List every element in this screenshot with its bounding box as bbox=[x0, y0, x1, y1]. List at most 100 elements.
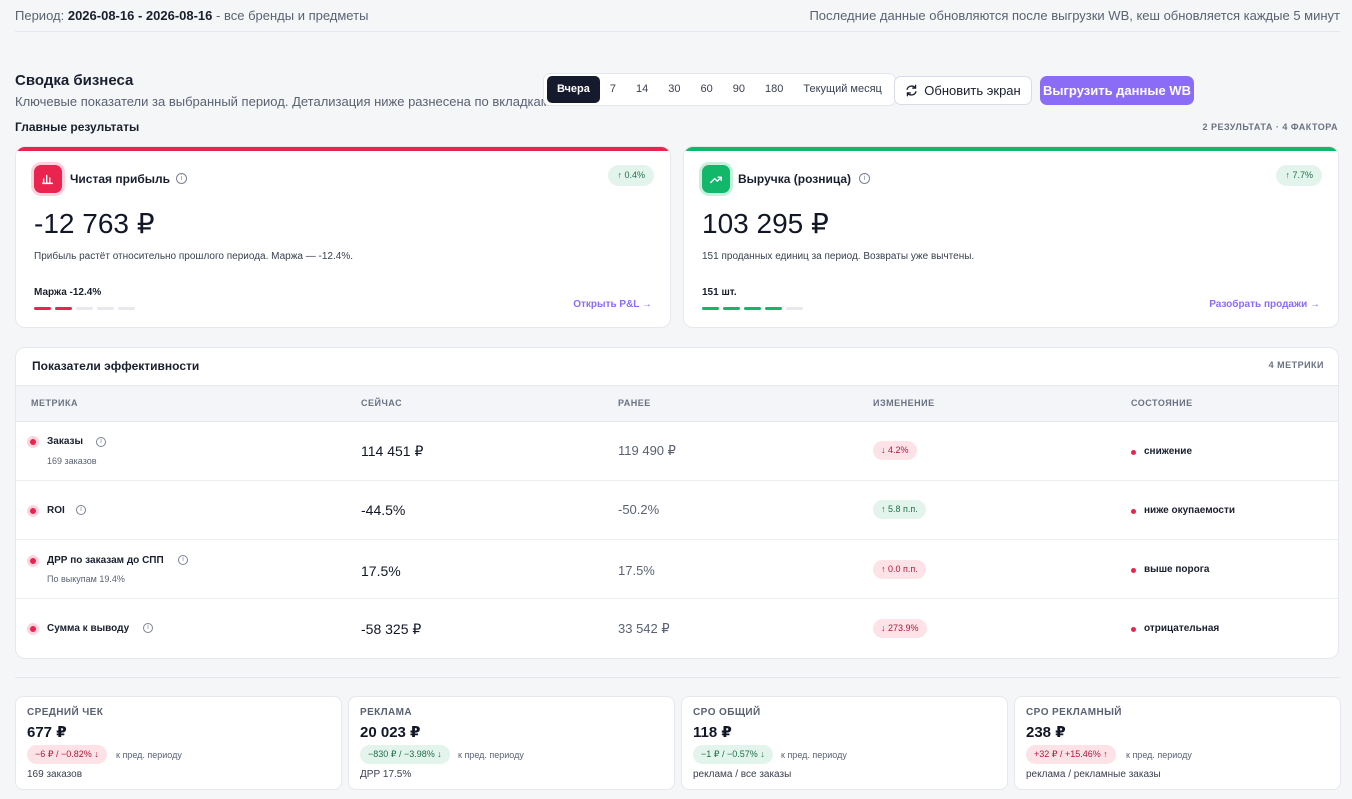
metric-card-foot: 169 заказов bbox=[27, 769, 82, 780]
period-option[interactable]: 180 bbox=[765, 83, 784, 95]
kpi-value: -12 763 ₽ bbox=[34, 208, 155, 239]
kpi-footnote: 151 шт. bbox=[702, 287, 737, 298]
period-option[interactable]: 14 bbox=[636, 83, 649, 95]
info-icon[interactable]: i bbox=[96, 437, 106, 447]
metric-card-cpo-ads: CPO РЕКЛАМНЫЙ 238 ₽ +32 ₽ / +15.46% ↑ к … bbox=[1014, 696, 1341, 790]
metric-prev: 17.5% bbox=[618, 563, 655, 578]
metric-name: Заказы bbox=[47, 436, 84, 447]
info-icon[interactable]: i bbox=[176, 173, 187, 184]
column-header: РАНЕЕ bbox=[618, 398, 651, 408]
status-dot bbox=[27, 555, 39, 567]
period-selector: Вчера 7 14 30 60 90 180 Текущий месяц bbox=[543, 73, 896, 106]
page-subtitle: Ключевые показатели за выбранный период.… bbox=[15, 94, 554, 109]
open-pl-link[interactable]: Открыть P&L → bbox=[573, 299, 652, 310]
status-dot bbox=[27, 623, 39, 635]
analyze-sales-link[interactable]: Разобрать продажи → bbox=[1209, 299, 1320, 310]
kpi-description: Прибыль растёт относительно прошлого пер… bbox=[34, 251, 353, 262]
kpi-title: Чистая прибыль bbox=[70, 172, 170, 186]
table-row: ROI i -44.5% -50.2% ↑ 5.8 п.п. ниже окуп… bbox=[16, 481, 1338, 540]
period-option[interactable]: 60 bbox=[700, 83, 713, 95]
efficiency-table: Показатели эффективности 4 МЕТРИКИ МЕТРИ… bbox=[15, 347, 1339, 659]
table-row: Заказы i 169 заказов 114 451 ₽ 119 490 ₽… bbox=[16, 422, 1338, 481]
metric-card-badge: −1 ₽ / −0.57% ↓ bbox=[693, 745, 773, 764]
period-scope: - все бренды и предметы bbox=[216, 8, 369, 23]
table-row: ДРР по заказам до СПП i По выкупам 19.4%… bbox=[16, 540, 1338, 599]
kpi-card-net-profit: Чистая прибыль i ↑ 0.4% -12 763 ₽ Прибыл… bbox=[15, 146, 671, 328]
progress-segment bbox=[34, 307, 51, 310]
metric-card-value: 20 023 ₽ bbox=[360, 724, 421, 741]
metric-card-foot: ДРР 17.5% bbox=[360, 769, 412, 780]
metric-card-cpo-total: CPO ОБЩИЙ 118 ₽ −1 ₽ / −0.57% ↓ к пред. … bbox=[681, 696, 1008, 790]
progress-segment bbox=[76, 307, 93, 310]
metric-card-value: 238 ₽ bbox=[1026, 724, 1066, 741]
metric-state: снижение bbox=[1130, 446, 1193, 457]
column-header: СОСТОЯНИЕ bbox=[1131, 398, 1193, 408]
kpi-card-revenue: Выручка (розница) i ↑ 7.7% 103 295 ₽ 151… bbox=[683, 146, 1339, 328]
table-row: Сумма к выводу i -58 325 ₽ 33 542 ₽ ↓ 27… bbox=[16, 599, 1338, 658]
metric-state: ниже окупаемости bbox=[1130, 505, 1236, 516]
export-wb-button[interactable]: Выгрузить данные WB bbox=[1040, 76, 1194, 105]
status-dot bbox=[27, 505, 39, 517]
page-title: Сводка бизнеса bbox=[15, 72, 134, 89]
column-header: СЕЙЧАС bbox=[361, 398, 403, 408]
period-info: Период: 2026-08-16 - 2026-08-16 - все бр… bbox=[15, 8, 368, 23]
kpi-change-badge: ↑ 7.7% bbox=[1276, 165, 1322, 186]
period-option[interactable]: 90 bbox=[732, 83, 745, 95]
refresh-label: Обновить экран bbox=[924, 83, 1021, 98]
kpi-change-badge: ↑ 0.4% bbox=[608, 165, 654, 186]
progress-segment bbox=[786, 307, 803, 310]
period-label: Период: bbox=[15, 8, 65, 23]
progress-segment bbox=[55, 307, 72, 310]
section-divider bbox=[15, 677, 1340, 678]
info-icon[interactable]: i bbox=[178, 555, 188, 565]
period-value: 2026-08-16 - 2026-08-16 bbox=[67, 8, 213, 23]
metric-name: ROI bbox=[47, 505, 65, 516]
column-header: МЕТРИКА bbox=[31, 398, 78, 408]
info-icon[interactable]: i bbox=[143, 623, 153, 633]
kpi-footnote: Маржа -12.4% bbox=[34, 287, 102, 298]
metric-card-label: РЕКЛАМА bbox=[360, 707, 413, 718]
period-option[interactable]: Текущий месяц bbox=[803, 83, 882, 95]
metric-name: ДРР по заказам до СПП bbox=[47, 555, 164, 566]
metric-sub: 169 заказов bbox=[47, 456, 97, 466]
kpi-description: 151 проданных единиц за период. Возвраты… bbox=[702, 251, 975, 262]
main-results-count: 2 РЕЗУЛЬТАТА · 4 ФАКТОРА bbox=[1202, 122, 1338, 132]
metric-card-label: CPO ОБЩИЙ bbox=[693, 707, 761, 718]
refresh-button[interactable]: Обновить экран bbox=[894, 76, 1032, 105]
kpi-accent-bar bbox=[16, 147, 670, 151]
kpi-progress-segments bbox=[34, 307, 135, 310]
metric-card-period: к пред. периоду bbox=[1126, 750, 1192, 760]
metric-card-period: к пред. периоду bbox=[116, 750, 182, 760]
metric-card-badge: −830 ₽ / −3.98% ↓ bbox=[360, 745, 450, 764]
metric-now: -58 325 ₽ bbox=[361, 621, 422, 637]
metric-change-badge: ↑ 0.0 п.п. bbox=[873, 560, 926, 579]
efficiency-title: Показатели эффективности bbox=[32, 359, 200, 373]
metric-now: 114 451 ₽ bbox=[361, 443, 424, 459]
progress-segment bbox=[702, 307, 719, 310]
column-header: ИЗМЕНЕНИЕ bbox=[873, 398, 935, 408]
metric-card-foot: реклама / рекламные заказы bbox=[1026, 769, 1161, 780]
info-icon[interactable]: i bbox=[859, 173, 870, 184]
metric-card-foot: реклама / все заказы bbox=[693, 769, 792, 780]
update-note: Последние данные обновляются после выгру… bbox=[809, 8, 1340, 23]
period-option[interactable]: Вчера bbox=[547, 76, 600, 103]
metric-change-badge: ↑ 5.8 п.п. bbox=[873, 500, 926, 519]
main-results-title: Главные результаты bbox=[15, 120, 140, 134]
progress-segment bbox=[97, 307, 114, 310]
metric-now: 17.5% bbox=[361, 563, 401, 579]
metric-card-value: 118 ₽ bbox=[693, 724, 732, 741]
kpi-progress-segments bbox=[702, 307, 803, 310]
metric-change-badge: ↓ 273.9% bbox=[873, 619, 927, 638]
page-header: Сводка бизнеса Ключевые показатели за вы… bbox=[15, 72, 553, 109]
period-option[interactable]: 30 bbox=[668, 83, 681, 95]
metric-card-value: 677 ₽ bbox=[27, 724, 67, 741]
kpi-accent-bar bbox=[684, 147, 1338, 151]
metric-card-period: к пред. периоду bbox=[458, 750, 524, 760]
metric-card-badge: +32 ₽ / +15.46% ↑ bbox=[1026, 745, 1116, 764]
period-option[interactable]: 7 bbox=[609, 83, 616, 95]
metric-card-ads: РЕКЛАМА 20 023 ₽ −830 ₽ / −3.98% ↓ к пре… bbox=[348, 696, 675, 790]
metric-card-badge: −6 ₽ / −0.82% ↓ bbox=[27, 745, 107, 764]
info-icon[interactable]: i bbox=[76, 505, 86, 515]
metric-name: Сумма к выводу bbox=[47, 623, 130, 634]
bar-chart-icon bbox=[34, 165, 62, 193]
